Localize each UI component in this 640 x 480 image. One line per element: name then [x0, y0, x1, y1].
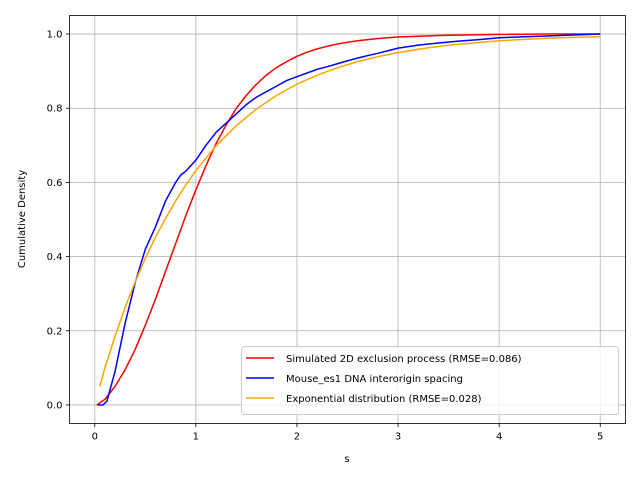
series-line-0	[96, 33, 601, 406]
legend-label-2: Exponential distribution (RMSE=0.028)	[286, 394, 482, 405]
series-line-2	[99, 35, 601, 387]
y-axis-label: Cumulative Density	[17, 170, 28, 268]
legend-label-1: Mouse_es1 DNA interorigin spacing	[286, 374, 463, 385]
y-tick-label: 1.0	[47, 30, 63, 41]
series-lines	[96, 33, 601, 406]
y-tick-label: 0.8	[47, 104, 63, 115]
y-tick-label: 0.6	[47, 178, 63, 189]
legend: Simulated 2D exclusion process (RMSE=0.0…	[241, 346, 619, 415]
x-tick-label: 0	[92, 432, 98, 443]
x-axis-label: s	[344, 454, 349, 465]
y-tick-label: 0.2	[47, 326, 63, 337]
legend-label-0: Simulated 2D exclusion process (RMSE=0.0…	[286, 354, 522, 365]
axis-ticks: 0 1 2 3 4 5 0.0 0.2 0.4 0.6 0.8 1.0	[47, 30, 604, 443]
x-tick-label: 4	[496, 432, 502, 443]
y-tick-label: 0.4	[47, 252, 63, 263]
x-tick-label: 5	[597, 432, 603, 443]
series-line-1	[97, 33, 601, 406]
x-tick-label: 3	[395, 432, 401, 443]
x-tick-label: 1	[193, 432, 199, 443]
plot-area-frame	[69, 15, 626, 424]
y-tick-label: 0.0	[47, 400, 63, 411]
x-tick-label: 2	[294, 432, 300, 443]
legend-box	[241, 346, 619, 415]
